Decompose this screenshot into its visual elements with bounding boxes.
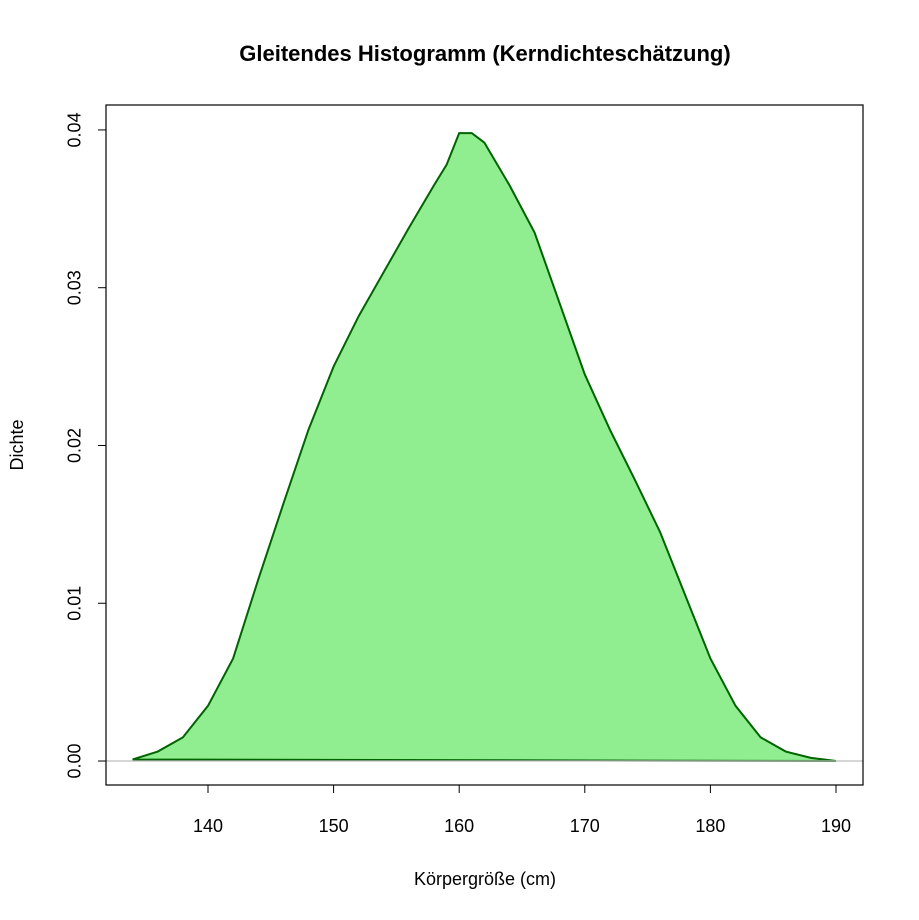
x-tick-label: 160 [444,816,474,836]
x-tick-label: 190 [821,816,851,836]
x-tick-label: 150 [319,816,349,836]
x-tick-label: 180 [695,816,725,836]
x-tick-label: 140 [193,816,223,836]
chart-title: Gleitendes Histogramm (Kerndichteschätzu… [239,41,730,66]
plot-frame [105,104,864,786]
y-tick-label: 0.04 [65,112,85,147]
x-tick-label: 170 [570,816,600,836]
y-tick-label: 0.02 [65,428,85,463]
density-area [132,132,837,763]
y-tick-label: 0.01 [65,586,85,621]
x-axis-label: Körpergröße (cm) [414,869,556,889]
y-tick-label: 0.03 [65,270,85,305]
y-axis-label: Dichte [7,419,27,470]
y-tick-label: 0.00 [65,743,85,778]
